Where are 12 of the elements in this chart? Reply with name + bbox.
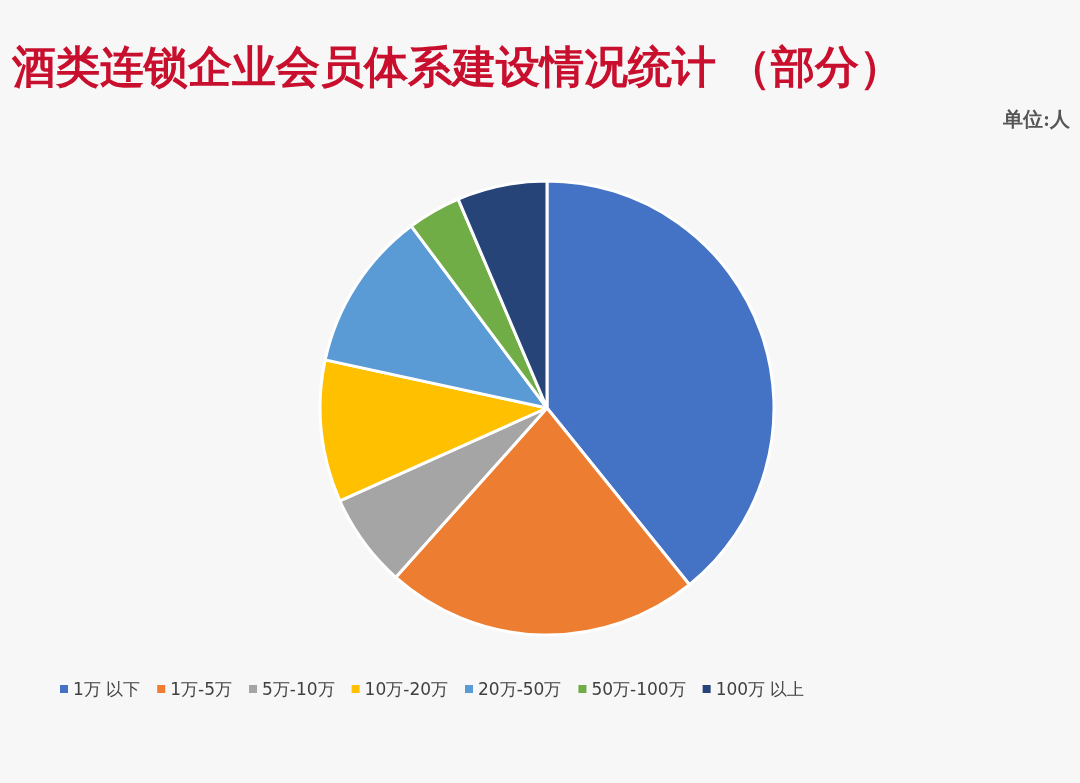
legend-label: 10万-20万	[364, 679, 449, 699]
text: 单位:人	[1002, 108, 1071, 130]
legend-label: 1万-5万	[170, 679, 233, 699]
legend-label: 20万-50万	[478, 679, 562, 699]
legend-label: 1万 以下	[73, 679, 141, 699]
pie-slice	[456, 179, 549, 410]
legend-label: 50万-100万	[591, 679, 686, 699]
chart-title: 酒类连锁企业会员体系建设情况统计 （部分）	[11, 43, 903, 92]
pie-slice	[394, 406, 691, 637]
legend-label: 5万-10万	[262, 679, 335, 699]
legend-label: 100万 以上	[715, 679, 805, 699]
pie-slice	[545, 179, 776, 587]
